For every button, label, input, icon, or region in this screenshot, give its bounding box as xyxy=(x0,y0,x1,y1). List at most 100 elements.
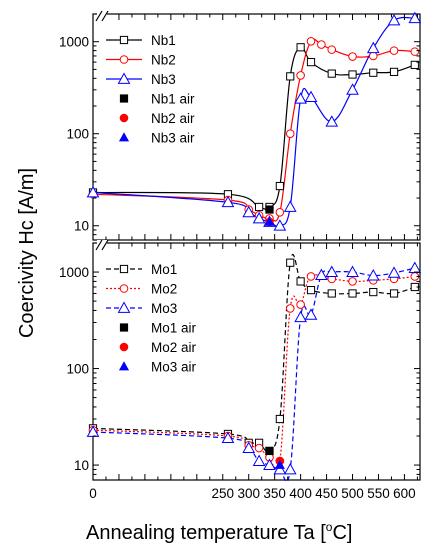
bottom-point-mo2 xyxy=(254,443,264,453)
top-y-tick-label: 10 xyxy=(74,219,89,234)
top-point-nb1-air xyxy=(265,205,274,214)
bottom-point-mo3 xyxy=(242,441,256,453)
top-point-nb3 xyxy=(86,185,100,198)
bottom-point-mo3 xyxy=(283,462,297,475)
bottom-point-mo3 xyxy=(294,310,307,323)
x-tick-label: 300 xyxy=(237,486,260,501)
top-point-nb1 xyxy=(254,202,264,212)
panel-frames xyxy=(92,13,421,481)
top-curve-nb1 xyxy=(92,46,415,210)
x-axis-title-unit: C] xyxy=(332,522,352,544)
bottom-point-mo3 xyxy=(304,308,318,320)
top-point-nb3 xyxy=(242,205,256,218)
top-legend-label-nb3: Nb3 xyxy=(151,72,176,87)
x-axis-title-main: Annealing temperature Ta [ xyxy=(86,522,326,544)
axis-break-mark xyxy=(95,10,103,22)
top-legend-marker-nb2-air xyxy=(119,113,129,123)
top-legend-label-nb1: Nb1 xyxy=(151,33,176,48)
top-legend-label-nb3-air: Nb3 air xyxy=(151,131,195,146)
bottom-panel-frame xyxy=(92,242,421,481)
top-point-nb2 xyxy=(296,71,305,80)
top-point-nb3 xyxy=(221,195,235,208)
bottom-legend-label-mo1-air: Mo1 air xyxy=(151,321,197,336)
bottom-y-tick-label: 100 xyxy=(66,362,89,377)
axis-break-gap xyxy=(97,240,107,250)
legends: Nb1 Nb2 Nb3 Nb1 air Nb2 air Nb3 air Mo1 Mo2 Mo3 M… xyxy=(106,33,197,375)
top-point-nb1 xyxy=(275,181,284,191)
x-axis-title: Annealing temperature Ta [oC] xyxy=(86,520,352,544)
bottom-point-mo1 xyxy=(296,277,305,286)
top-point-nb3 xyxy=(387,13,401,26)
top-point-nb3 xyxy=(304,90,318,103)
bottom-y-tick-label: 1000 xyxy=(59,265,89,280)
bottom-point-mo1 xyxy=(369,287,378,297)
top-point-nb2 xyxy=(327,45,337,54)
bottom-point-mo2 xyxy=(296,300,305,309)
bottom-legend-marker-mo3 xyxy=(117,301,131,313)
bottom-point-mo3 xyxy=(263,458,276,470)
bottom-point-mo1 xyxy=(389,289,399,298)
top-legend-label-nb2-air: Nb2 air xyxy=(151,111,195,126)
bottom-point-mo3 xyxy=(346,265,359,277)
top-legend-marker-nb3 xyxy=(117,72,131,84)
series-curves xyxy=(92,16,415,483)
bottom-point-mo3 xyxy=(221,431,235,444)
top-legend-label-nb2: Nb2 xyxy=(151,53,176,68)
top-curve-nb2 xyxy=(92,38,415,222)
bottom-point-mo2 xyxy=(348,277,357,286)
x-tick-label: 350 xyxy=(263,486,286,501)
series-markers xyxy=(86,11,422,475)
top-point-nb2 xyxy=(275,207,285,217)
x-tick-label: 550 xyxy=(367,486,390,501)
bottom-point-mo3 xyxy=(366,269,380,281)
y-axis-title: Coercivity Hc [A/m] xyxy=(16,168,38,338)
bottom-curve-mo1 xyxy=(92,253,415,453)
bottom-point-mo3 xyxy=(315,268,328,280)
top-point-nb2 xyxy=(285,129,295,139)
top-point-nb3-air xyxy=(264,216,275,226)
top-legend-marker-nb2 xyxy=(119,55,129,64)
x-tick-label: 400 xyxy=(289,486,312,501)
bottom-point-mo2 xyxy=(285,304,295,313)
top-curve-nb3 xyxy=(92,16,415,228)
axis-break-mark xyxy=(101,10,109,22)
top-point-nb2 xyxy=(317,40,326,49)
top-point-nb1 xyxy=(306,58,316,67)
bottom-point-mo3 xyxy=(252,454,266,466)
bottom-point-mo1 xyxy=(286,258,295,267)
bottom-point-mo1-air xyxy=(265,446,274,456)
bottom-legend-label-mo2: Mo2 xyxy=(151,282,177,297)
top-point-nb3 xyxy=(273,219,287,231)
bottom-point-mo3 xyxy=(408,261,422,273)
top-point-nb1 xyxy=(327,69,336,78)
top-point-nb1 xyxy=(389,67,399,76)
top-point-nb1 xyxy=(410,60,419,69)
axis-break-mark xyxy=(95,239,103,251)
top-legend-marker-nb1-air xyxy=(119,94,129,103)
top-point-nb2 xyxy=(306,37,316,46)
bottom-point-mo3 xyxy=(325,265,339,277)
bottom-point-mo3 xyxy=(273,462,287,475)
bottom-legend-label-mo3: Mo3 xyxy=(151,301,177,316)
top-panel-frame xyxy=(92,13,421,241)
top-y-tick-label: 1000 xyxy=(59,35,89,50)
top-point-nb3 xyxy=(252,211,266,224)
bottom-curve-mo3 xyxy=(92,267,415,483)
top-point-nb2 xyxy=(410,47,420,56)
top-point-nb1 xyxy=(296,43,305,52)
bottom-point-mo3 xyxy=(387,266,401,278)
top-point-nb2 xyxy=(368,51,378,61)
top-point-nb2 xyxy=(389,46,399,55)
x-axis-title-degree: o xyxy=(326,520,333,534)
top-legend-marker-nb1 xyxy=(119,35,129,45)
bottom-legend-marker-mo1-air xyxy=(119,323,129,332)
bottom-point-mo1 xyxy=(348,289,357,298)
x-tick-label: 450 xyxy=(315,486,338,501)
bottom-legend-marker-mo2 xyxy=(119,284,129,293)
top-point-nb1 xyxy=(348,70,357,79)
top-point-nb1 xyxy=(369,68,378,77)
top-legend-label-nb1-air: Nb1 air xyxy=(151,92,195,107)
axis-ticks: 10 100 1000 10 100 1000 0 250 300 350 400 450 500 550… xyxy=(59,10,420,501)
bottom-point-mo1 xyxy=(275,414,284,424)
